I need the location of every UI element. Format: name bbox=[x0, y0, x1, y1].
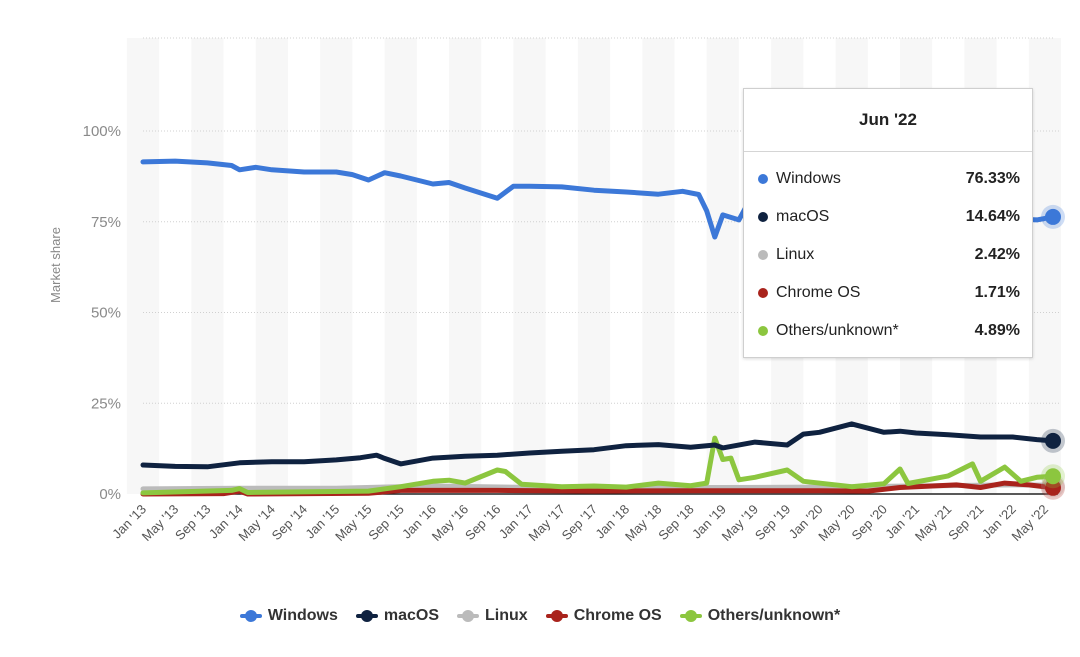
tooltip-row-macos: macOS 14.64% bbox=[744, 198, 1032, 236]
x-tick-label: May '21 bbox=[912, 502, 955, 545]
x-tick-label: Sep '20 bbox=[849, 502, 890, 543]
x-tick-label: May '17 bbox=[525, 502, 568, 545]
x-tick-label: May '14 bbox=[235, 502, 278, 545]
x-tick-label: Sep '18 bbox=[655, 502, 696, 543]
tooltip-name: macOS bbox=[776, 208, 830, 225]
tooltip-row-others: Others/unknown* 4.89% bbox=[744, 312, 1032, 350]
others-line-icon bbox=[679, 610, 702, 622]
y-tick-label: 25% bbox=[91, 395, 121, 412]
end-point-marker bbox=[1045, 432, 1061, 449]
legend: Windows macOS Linux Chrome OS Others/unk… bbox=[0, 607, 1080, 625]
tooltip-name: Windows bbox=[776, 170, 841, 187]
x-tick-label: May '13 bbox=[139, 502, 182, 545]
legend-item-others[interactable]: Others/unknown* bbox=[679, 607, 841, 625]
x-tick-label: May '20 bbox=[815, 502, 858, 545]
tooltip-value: 2.42% bbox=[974, 246, 1020, 263]
legend-item-chrome-os[interactable]: Chrome OS bbox=[545, 607, 662, 625]
y-tick-label: 100% bbox=[83, 123, 121, 140]
y-tick-label: 50% bbox=[91, 305, 121, 322]
chrome-os-dot-icon bbox=[758, 288, 768, 298]
background-band bbox=[706, 38, 739, 494]
legend-label: Others/unknown* bbox=[707, 607, 841, 624]
background-band bbox=[384, 38, 417, 494]
others-dot-icon bbox=[758, 326, 768, 336]
x-tick-label: May '15 bbox=[332, 502, 375, 545]
tooltip-name: Chrome OS bbox=[776, 284, 861, 301]
tooltip-value: 76.33% bbox=[965, 170, 1020, 187]
x-tick-label: Sep '16 bbox=[462, 502, 503, 543]
background-band bbox=[449, 38, 482, 494]
x-tick-label: Sep '17 bbox=[559, 502, 600, 543]
x-tick-label: Sep '14 bbox=[269, 502, 310, 543]
tooltip-row-chrome-os: Chrome OS 1.71% bbox=[744, 274, 1032, 312]
background-band bbox=[191, 38, 224, 494]
background-band bbox=[126, 38, 160, 494]
x-tick-label: Sep '13 bbox=[172, 502, 213, 543]
x-tick-label: May '16 bbox=[429, 502, 472, 545]
legend-label: Chrome OS bbox=[573, 607, 662, 624]
background-band bbox=[320, 38, 353, 494]
x-tick-label: May '18 bbox=[622, 502, 665, 545]
end-point-marker bbox=[1045, 468, 1061, 485]
x-tick-label: Sep '21 bbox=[945, 502, 986, 543]
macos-line-icon bbox=[355, 610, 378, 622]
background-band bbox=[513, 38, 546, 494]
x-tick-label: Sep '19 bbox=[752, 502, 793, 543]
y-tick-label: 75% bbox=[91, 214, 121, 231]
background-band bbox=[642, 38, 675, 494]
tooltip-value: 4.89% bbox=[974, 322, 1020, 339]
legend-label: macOS bbox=[383, 607, 440, 624]
tooltip-value: 14.64% bbox=[965, 208, 1020, 225]
legend-item-linux[interactable]: Linux bbox=[457, 607, 528, 625]
legend-label: Windows bbox=[267, 607, 338, 624]
x-tick-label: May '22 bbox=[1009, 502, 1052, 545]
x-tick-label: May '19 bbox=[719, 502, 762, 545]
y-tick-label: 0% bbox=[99, 486, 121, 503]
end-point-marker bbox=[1045, 208, 1061, 225]
linux-line-icon bbox=[457, 610, 480, 622]
tooltip: Jun '22 Windows 76.33% macOS 14.64% Linux 2… bbox=[743, 88, 1033, 358]
tooltip-name: Linux bbox=[776, 246, 815, 263]
legend-label: Linux bbox=[485, 607, 528, 624]
macos-dot-icon bbox=[758, 212, 768, 222]
background-band bbox=[1028, 38, 1062, 494]
tooltip-row-windows: Windows 76.33% bbox=[744, 160, 1032, 198]
legend-item-macos[interactable]: macOS bbox=[355, 607, 440, 625]
chrome-os-line-icon bbox=[545, 610, 568, 622]
linux-dot-icon bbox=[758, 250, 768, 260]
tooltip-name: Others/unknown* bbox=[776, 322, 899, 339]
x-tick-label: Sep '15 bbox=[365, 502, 406, 543]
background-band bbox=[255, 38, 288, 494]
legend-item-windows[interactable]: Windows bbox=[239, 607, 338, 625]
background-band bbox=[577, 38, 611, 494]
series-line-others-unknown- bbox=[140, 435, 1056, 496]
tooltip-title: Jun '22 bbox=[744, 89, 1032, 152]
tooltip-row-linux: Linux 2.42% bbox=[744, 236, 1032, 274]
windows-dot-icon bbox=[758, 174, 768, 184]
y-axis-label: Market share bbox=[48, 227, 63, 303]
windows-line-icon bbox=[239, 610, 262, 622]
end-point-marker bbox=[1045, 479, 1061, 496]
series-line-macos bbox=[140, 421, 1056, 470]
tooltip-value: 1.71% bbox=[974, 284, 1020, 301]
